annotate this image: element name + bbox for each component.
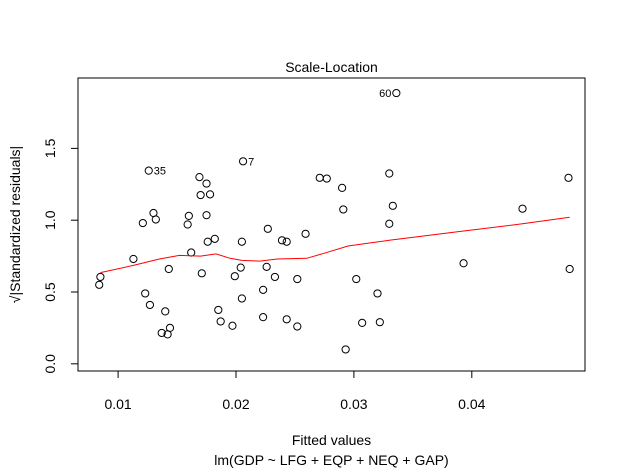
point-label: 60 <box>379 88 391 100</box>
data-point <box>322 174 331 183</box>
data-point <box>195 173 204 182</box>
data-point <box>187 248 196 257</box>
model-formula: lm(GDP ~ LFG + EQP + NEQ + GAP) <box>214 452 448 468</box>
data-point <box>236 263 245 272</box>
data-point <box>270 272 280 282</box>
data-point <box>565 264 574 274</box>
data-point <box>144 166 153 175</box>
data-point <box>145 300 155 310</box>
data-point <box>262 262 271 271</box>
data-point <box>216 317 225 326</box>
data-point <box>301 229 310 238</box>
y-axis-label: √|Standardized residuals| <box>7 146 23 303</box>
data-point <box>518 204 527 213</box>
data-point <box>392 88 401 98</box>
data-point <box>210 234 219 243</box>
data-point <box>259 313 268 322</box>
x-tick-label: 0.03 <box>340 396 367 412</box>
smooth-line-group <box>100 216 570 274</box>
data-point <box>385 219 394 228</box>
data-point <box>141 289 150 298</box>
data-point <box>184 211 193 220</box>
data-point <box>196 190 205 200</box>
data-point <box>338 183 347 192</box>
data-point <box>373 289 382 298</box>
data-point <box>228 321 237 330</box>
data-point <box>293 274 302 284</box>
data-point <box>202 179 211 188</box>
data-point <box>151 215 160 224</box>
data-point <box>315 173 324 182</box>
data-point <box>205 190 215 199</box>
y-tick-label: 0.0 <box>42 354 58 374</box>
data-point <box>263 224 272 233</box>
data-point <box>164 264 173 274</box>
data-point <box>214 305 223 315</box>
data-point <box>352 274 361 284</box>
data-point <box>165 323 175 333</box>
data-point <box>282 237 291 246</box>
data-point <box>388 201 397 210</box>
y-tick-label: 1.5 <box>42 138 58 158</box>
y-axis: 0.0 0.5 1.0 1.5 <box>42 138 79 374</box>
y-tick-label: 0.5 <box>42 282 58 302</box>
data-point <box>202 211 211 220</box>
data-point <box>358 318 367 327</box>
data-point <box>238 157 248 166</box>
data-point <box>157 328 166 338</box>
data-point <box>259 285 268 294</box>
x-tick-label: 0.04 <box>458 396 485 412</box>
data-point <box>237 237 246 246</box>
x-axis-label: Fitted values <box>292 432 371 448</box>
point-labels: 35 7 60 <box>154 88 392 178</box>
data-point <box>375 318 384 327</box>
data-point <box>161 307 170 316</box>
data-point <box>138 218 147 228</box>
data-point <box>95 280 104 289</box>
data-point <box>339 205 348 214</box>
point-label: 35 <box>154 166 166 178</box>
data-point <box>385 169 394 178</box>
data-points <box>95 88 574 354</box>
data-point <box>197 269 206 278</box>
data-point <box>230 272 239 281</box>
point-label: 7 <box>248 156 254 168</box>
x-tick-label: 0.02 <box>222 396 249 412</box>
data-point <box>277 236 287 245</box>
data-point <box>293 322 302 331</box>
data-point <box>183 220 192 229</box>
plot-frame <box>77 77 586 372</box>
data-point <box>341 345 350 354</box>
data-point <box>459 259 468 268</box>
data-point <box>282 315 291 324</box>
data-point <box>96 272 105 282</box>
smooth-line <box>100 216 570 274</box>
data-point <box>564 173 573 182</box>
y-tick-label: 1.0 <box>42 210 58 230</box>
chart-title: Scale-Location <box>285 59 378 75</box>
data-point <box>203 237 212 246</box>
x-axis: 0.01 0.02 0.03 0.04 <box>104 370 486 412</box>
data-point <box>237 294 246 303</box>
x-tick-label: 0.01 <box>104 396 131 412</box>
data-point <box>129 254 138 264</box>
